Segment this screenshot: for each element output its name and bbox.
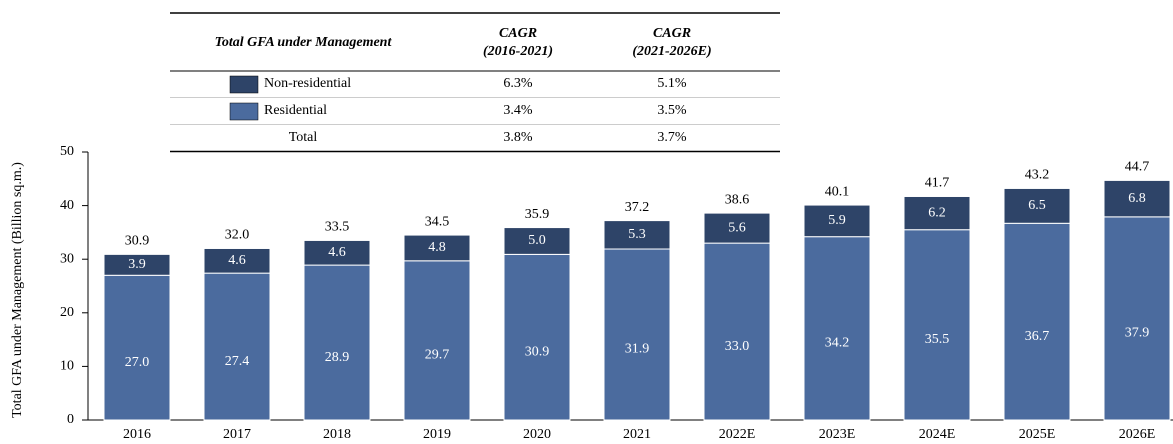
table-cell: 3.8%	[503, 130, 533, 145]
x-tick-label: 2023E	[819, 427, 856, 442]
bar-segment	[403, 260, 471, 421]
data-label: 6.2	[928, 205, 946, 220]
data-label: 4.6	[228, 253, 246, 268]
x-tick-label: 2020	[523, 427, 551, 442]
bar-segment	[103, 274, 171, 421]
bar-segment	[703, 242, 771, 421]
x-tick-label: 2021	[623, 427, 651, 442]
table-cell: 6.3%	[503, 76, 533, 91]
y-tick-label: 50	[60, 144, 74, 159]
total-label: 37.2	[625, 200, 650, 215]
bar-segment	[303, 239, 371, 266]
x-tick-label: 2026E	[1119, 427, 1156, 442]
data-label: 28.9	[325, 350, 350, 365]
data-label: 6.5	[1028, 198, 1046, 213]
x-tick-label: 2017	[223, 427, 251, 442]
data-label: 3.9	[128, 257, 146, 272]
y-tick-label: 20	[60, 305, 74, 320]
bar-segment	[703, 212, 771, 244]
total-label: 33.5	[325, 220, 350, 235]
data-label: 4.8	[428, 240, 446, 255]
bar-segment	[1103, 216, 1171, 421]
bar-segment	[1103, 179, 1171, 218]
total-label: 41.7	[925, 176, 950, 191]
bar-segment	[1003, 187, 1071, 224]
total-label: 40.1	[825, 184, 850, 199]
data-label: 35.5	[925, 332, 950, 347]
table-row-label: Total	[289, 130, 318, 145]
table-column-header: CAGR	[499, 26, 537, 41]
x-tick-label: 2018	[323, 427, 351, 442]
bar-segment	[503, 227, 571, 255]
bar-segment	[803, 204, 871, 238]
data-label: 33.0	[725, 339, 750, 354]
x-tick-label: 2016	[123, 427, 151, 442]
y-tick-label: 30	[60, 251, 74, 266]
total-label: 30.9	[125, 234, 150, 249]
y-tick-label: 40	[60, 198, 74, 213]
total-label: 43.2	[1025, 168, 1050, 183]
data-label: 4.6	[328, 245, 346, 260]
data-label: 5.3	[628, 227, 646, 242]
table-cell: 3.4%	[503, 103, 533, 118]
x-tick-label: 2019	[423, 427, 451, 442]
y-tick-label: 10	[60, 359, 74, 374]
table-cell: 5.1%	[657, 76, 687, 91]
bar-segment	[903, 195, 971, 231]
data-label: 36.7	[1025, 329, 1050, 344]
data-label: 30.9	[525, 344, 550, 359]
total-label: 38.6	[725, 192, 750, 207]
total-label: 44.7	[1125, 160, 1150, 175]
table-cell: 3.7%	[657, 130, 687, 145]
total-label: 32.0	[225, 228, 250, 243]
bar-segment	[903, 229, 971, 421]
bar-segment	[103, 253, 171, 276]
bar-segment	[203, 272, 271, 421]
y-axis-label: Total GFA under Management (Billion sq.m…	[10, 162, 25, 418]
total-label: 35.9	[525, 207, 550, 222]
table-column-header: CAGR	[653, 26, 691, 41]
total-label: 34.5	[425, 214, 450, 229]
table-column-header: (2021-2026E)	[632, 44, 711, 59]
data-label: 31.9	[625, 342, 650, 357]
legend-swatch	[229, 102, 259, 121]
table-column-header: (2016-2021)	[483, 44, 553, 59]
y-tick-label: 0	[67, 412, 74, 427]
data-label: 29.7	[425, 348, 450, 363]
table-title: Total GFA under Management	[215, 35, 393, 50]
legend-label: Residential	[264, 103, 327, 118]
bar-segment	[303, 264, 371, 421]
data-label: 27.4	[225, 354, 250, 369]
legend-swatch	[229, 75, 259, 94]
bar-segment	[203, 247, 271, 274]
data-label: 5.9	[828, 213, 846, 228]
bar-segment	[403, 234, 471, 262]
table-cell: 3.5%	[657, 103, 687, 118]
data-label: 5.0	[528, 233, 546, 248]
data-label: 27.0	[125, 355, 150, 370]
data-label: 37.9	[1125, 326, 1150, 341]
data-label: 6.8	[1128, 191, 1146, 206]
legend-label: Non-residential	[264, 76, 351, 91]
x-tick-label: 2024E	[919, 427, 956, 442]
bar-segment	[803, 236, 871, 421]
bar-segment	[603, 220, 671, 250]
bar-segment	[1003, 222, 1071, 421]
x-tick-label: 2022E	[719, 427, 756, 442]
bar-segment	[603, 248, 671, 421]
x-tick-label: 2025E	[1019, 427, 1056, 442]
bar-segment	[503, 253, 571, 421]
data-label: 5.6	[728, 220, 746, 235]
data-label: 34.2	[825, 336, 850, 351]
